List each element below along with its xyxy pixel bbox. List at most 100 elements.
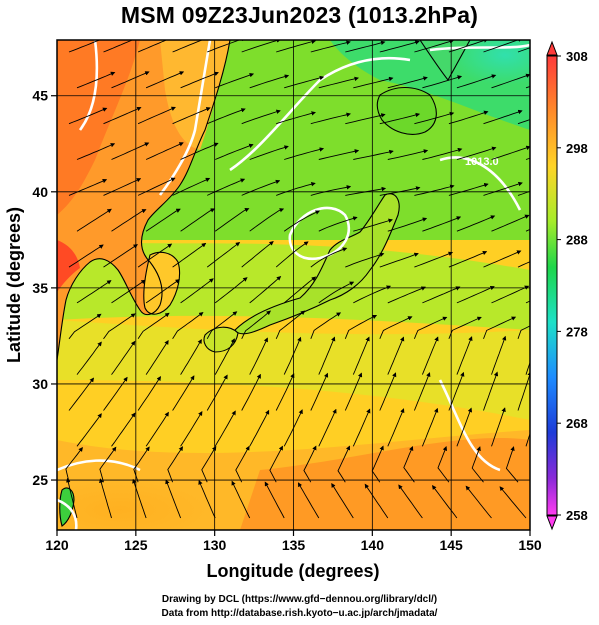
streamline xyxy=(249,208,285,232)
streamline xyxy=(68,313,102,340)
streamline xyxy=(180,339,202,375)
streamline xyxy=(352,336,370,375)
streamline xyxy=(345,40,386,53)
streamline xyxy=(214,410,236,447)
streamline xyxy=(276,111,316,125)
streamline xyxy=(491,335,507,375)
streamline xyxy=(483,181,523,196)
streamline xyxy=(303,445,317,483)
streamline xyxy=(172,40,212,53)
streamline xyxy=(76,208,112,232)
streamline xyxy=(276,181,316,196)
streamline xyxy=(206,374,228,411)
streamline xyxy=(76,341,102,375)
streamline xyxy=(456,74,497,89)
streamline xyxy=(491,285,530,304)
streamline xyxy=(403,445,415,483)
temperature-field: 1013.0 xyxy=(57,40,530,530)
streamline xyxy=(483,250,522,268)
streamline xyxy=(379,40,420,53)
streamline xyxy=(422,216,462,232)
streamline xyxy=(371,445,384,483)
streamline xyxy=(172,242,207,268)
streamline xyxy=(214,277,248,304)
streamline xyxy=(137,106,176,125)
streamline xyxy=(172,107,211,125)
streamline xyxy=(379,316,413,339)
streamline xyxy=(318,408,337,447)
streamline xyxy=(145,71,185,89)
streamline xyxy=(517,371,530,411)
y-tick-label: 30 xyxy=(32,376,48,392)
streamline xyxy=(525,432,530,447)
streamline xyxy=(180,142,219,160)
colorbar-label: 268 xyxy=(566,416,588,431)
x-axis: 120 125 130 135 140 145 150 xyxy=(45,530,542,553)
streamline xyxy=(165,479,182,519)
colorbar-min-arrow xyxy=(546,515,558,531)
streamline xyxy=(76,71,116,89)
streamline xyxy=(456,407,473,447)
y-axis: 25 30 35 40 45 xyxy=(32,88,57,488)
credit-drawing: Drawing by DCL (https://www.gfd−dennou.o… xyxy=(161,594,438,605)
streamline xyxy=(353,218,393,232)
streamline xyxy=(483,316,517,339)
streamline xyxy=(499,486,527,519)
streamline xyxy=(505,446,519,483)
streamline xyxy=(517,261,530,268)
streamline xyxy=(198,479,216,519)
streamline xyxy=(437,446,450,483)
streamline xyxy=(353,149,394,160)
streamline xyxy=(249,409,270,447)
streamline xyxy=(137,40,168,53)
streamline xyxy=(310,185,352,196)
streamline xyxy=(145,279,180,304)
colorbar-label: 288 xyxy=(566,233,588,248)
streamline xyxy=(241,373,261,411)
streamline xyxy=(414,111,455,125)
streamline xyxy=(137,243,173,268)
streamline xyxy=(491,145,530,160)
streamline xyxy=(241,241,274,268)
streamline xyxy=(421,336,439,375)
streamline xyxy=(318,76,359,89)
wind-streamlines xyxy=(65,40,530,519)
streamline xyxy=(103,178,142,196)
streamline xyxy=(344,372,363,411)
streamline xyxy=(284,147,325,160)
streamline xyxy=(353,76,394,89)
streamline xyxy=(68,244,104,268)
streamline xyxy=(331,482,354,519)
streamline xyxy=(525,157,530,160)
streamline xyxy=(172,375,195,411)
streamline xyxy=(111,71,150,89)
streamline xyxy=(353,285,392,304)
streamline xyxy=(137,312,170,340)
streamline xyxy=(269,445,283,483)
streamline xyxy=(422,147,463,160)
streamline xyxy=(379,112,421,125)
streamline xyxy=(99,446,117,483)
streamline xyxy=(387,217,428,232)
streamline xyxy=(525,361,530,375)
streamline xyxy=(387,286,426,304)
streamline xyxy=(297,482,320,519)
streamline xyxy=(318,281,355,304)
streamline xyxy=(180,411,203,447)
streamline xyxy=(180,71,219,89)
streamline xyxy=(68,40,108,53)
x-tick-label: 145 xyxy=(439,537,463,553)
streamline xyxy=(103,106,142,125)
streamline xyxy=(310,40,351,53)
streamline xyxy=(422,75,463,89)
streamline xyxy=(172,312,204,340)
streamline xyxy=(76,280,112,304)
colorbar-max-arrow xyxy=(546,40,558,56)
streamline xyxy=(414,184,455,196)
streamline xyxy=(283,210,321,232)
streamline xyxy=(310,312,342,339)
streamline xyxy=(111,412,136,447)
streamline xyxy=(275,241,309,268)
streamline xyxy=(387,408,405,447)
